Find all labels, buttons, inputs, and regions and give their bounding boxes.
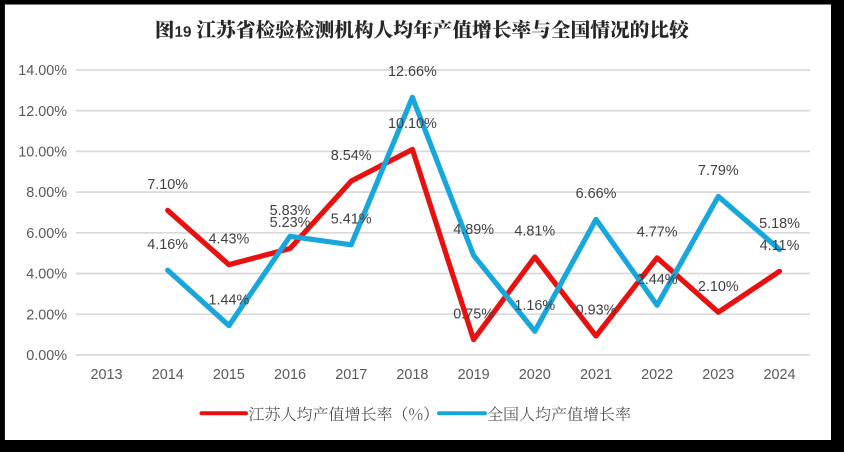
svg-text:2.44%: 2.44%	[637, 272, 678, 288]
svg-text:8.54%: 8.54%	[331, 148, 372, 164]
svg-text:5.18%: 5.18%	[759, 216, 800, 232]
svg-text:2021: 2021	[580, 367, 612, 383]
svg-text:0.93%: 0.93%	[576, 303, 617, 319]
svg-text:5.23%: 5.23%	[270, 215, 311, 231]
svg-text:2.10%: 2.10%	[698, 279, 739, 295]
svg-text:7.10%: 7.10%	[147, 177, 188, 193]
svg-text:4.81%: 4.81%	[514, 224, 555, 240]
svg-text:2018: 2018	[396, 367, 428, 383]
svg-text:2.00%: 2.00%	[26, 307, 67, 323]
svg-text:8.00%: 8.00%	[26, 185, 67, 201]
svg-text:4.89%: 4.89%	[453, 222, 494, 238]
svg-text:4.43%: 4.43%	[208, 231, 249, 247]
svg-text:12.00%: 12.00%	[18, 104, 67, 120]
svg-text:14.00%: 14.00%	[18, 63, 67, 79]
svg-text:2023: 2023	[702, 367, 734, 383]
svg-text:4.77%: 4.77%	[637, 225, 678, 241]
svg-text:2022: 2022	[641, 367, 673, 383]
svg-text:2014: 2014	[152, 367, 184, 383]
svg-text:5.41%: 5.41%	[331, 212, 372, 228]
svg-text:1.44%: 1.44%	[208, 292, 249, 308]
svg-text:2017: 2017	[335, 367, 367, 383]
svg-text:7.79%: 7.79%	[698, 163, 739, 179]
svg-text:0.00%: 0.00%	[26, 348, 67, 364]
svg-text:2024: 2024	[763, 367, 795, 383]
svg-text:6.66%: 6.66%	[576, 186, 617, 202]
svg-text:2013: 2013	[90, 367, 122, 383]
svg-text:6.00%: 6.00%	[26, 226, 67, 242]
svg-text:10.10%: 10.10%	[388, 116, 437, 132]
svg-text:2020: 2020	[519, 367, 551, 383]
svg-text:2016: 2016	[274, 367, 306, 383]
svg-text:2019: 2019	[458, 367, 490, 383]
svg-text:1.16%: 1.16%	[514, 298, 555, 314]
svg-text:4.16%: 4.16%	[147, 237, 188, 253]
svg-text:10.00%: 10.00%	[18, 145, 67, 161]
svg-text:2015: 2015	[213, 367, 245, 383]
svg-text:4.11%: 4.11%	[760, 238, 800, 254]
svg-text:12.66%: 12.66%	[388, 64, 437, 80]
svg-text:4.00%: 4.00%	[26, 267, 67, 283]
svg-text:5.83%: 5.83%	[270, 203, 311, 219]
svg-text:0.75%: 0.75%	[453, 306, 494, 322]
